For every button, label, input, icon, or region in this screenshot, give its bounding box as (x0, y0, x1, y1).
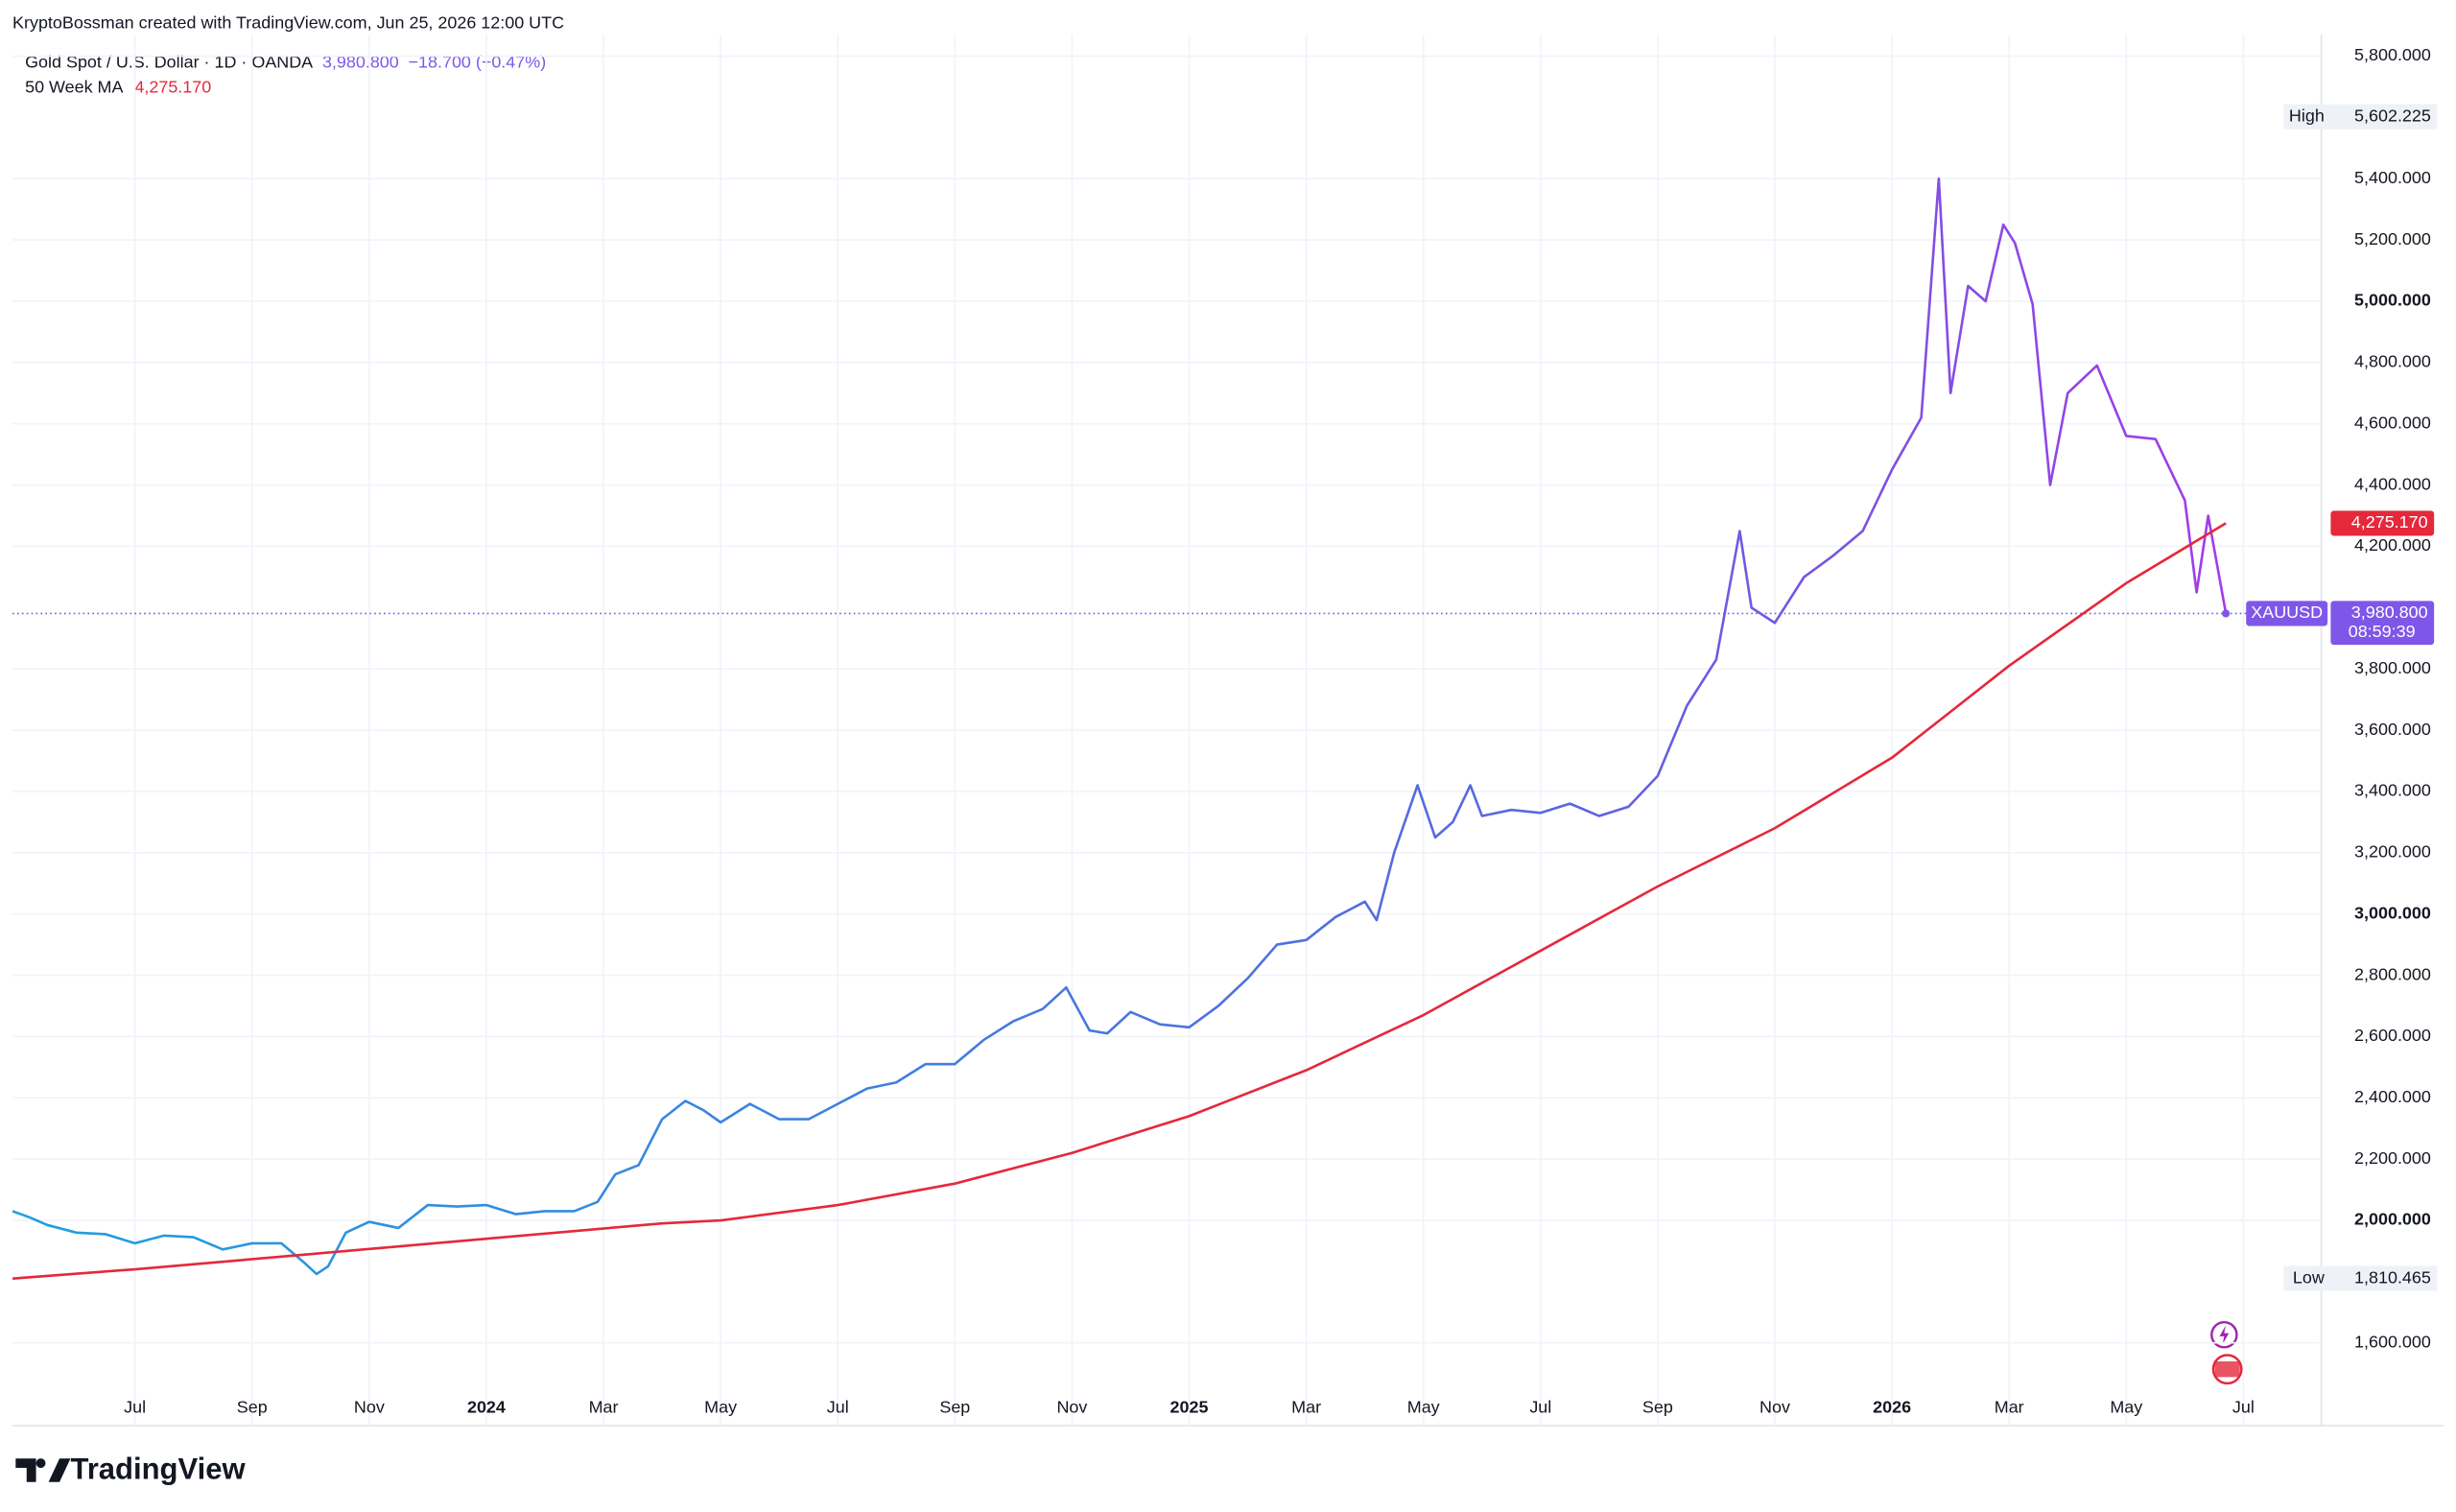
x-tick-label: Jul (827, 1398, 849, 1417)
grid (12, 35, 2322, 1426)
legend-ma: 50 Week MA (25, 77, 123, 96)
y-tick-label: 4,800.000 (2354, 352, 2431, 371)
x-tick-label: Nov (1056, 1398, 1087, 1417)
legend-ma-price: 4,275.170 (134, 77, 211, 96)
countdown-text: 08:59:39 (2349, 622, 2416, 641)
y-tick-label: 5,200.000 (2354, 229, 2431, 248)
y-tick-label: 3,400.000 (2354, 781, 2431, 800)
y-tick-label: 2,000.000 (2354, 1210, 2431, 1229)
logo-mark (15, 1458, 71, 1482)
y-tick-label: 3,200.000 (2354, 842, 2431, 862)
x-tick-label: Sep (237, 1398, 268, 1417)
symbol-tag-text: XAUUSD (2251, 602, 2323, 622)
x-tick-label: May (2110, 1398, 2142, 1417)
last-point (2222, 609, 2231, 618)
y-tick-label: 3,600.000 (2354, 720, 2431, 739)
x-tick-label: Nov (1759, 1398, 1790, 1417)
x-tick-label: Sep (1642, 1398, 1673, 1417)
y-tick-label: 2,400.000 (2354, 1087, 2431, 1106)
x-tick-label: Mar (589, 1398, 619, 1417)
extreme-value: 1,810.465 (2354, 1267, 2431, 1287)
y-tick-label: 5,000.000 (2354, 291, 2431, 310)
y-tick-label: 2,800.000 (2354, 964, 2431, 983)
extreme-tag (2283, 104, 2438, 130)
extreme-name: Low (2293, 1267, 2325, 1287)
extreme-tag (2283, 1265, 2438, 1291)
logo: TradingView (15, 1452, 246, 1485)
chart-title: KryptoBossman created with TradingView.c… (12, 12, 564, 32)
x-tick-label: Jul (124, 1398, 146, 1417)
x-tick-label: Nov (354, 1398, 385, 1417)
x-tick-label: 2024 (467, 1398, 506, 1417)
x-tick-label: Mar (1995, 1398, 2024, 1417)
event-icon-flag (2214, 1361, 2240, 1378)
y-tick-label: 2,200.000 (2354, 1148, 2431, 1168)
x-tick-label: Jul (1529, 1398, 1551, 1417)
y-tick-label: 4,400.000 (2354, 474, 2431, 493)
legend-symbol: Gold Spot / U.S. Dollar · 1D · OANDA (25, 52, 313, 71)
y-tick-label: 4,200.000 (2354, 535, 2431, 555)
y-tick-label: 1,600.000 (2354, 1332, 2431, 1351)
x-tick-label: Mar (1291, 1398, 1321, 1417)
x-tick-label: Jul (2232, 1398, 2255, 1417)
ma-line (12, 522, 2227, 1280)
y-tick-label: 5,800.000 (2354, 45, 2431, 64)
legend-price: 3,980.800 (322, 52, 399, 71)
ma-tag-text: 4,275.170 (2351, 512, 2428, 532)
y-tick-label: 2,600.000 (2354, 1026, 2431, 1045)
extreme-value: 5,602.225 (2354, 106, 2431, 125)
y-tick-label: 5,400.000 (2354, 168, 2431, 187)
legend-change: −18.700 (−0.47%) (409, 52, 547, 71)
x-tick-label: May (1407, 1398, 1440, 1417)
y-tick-label: 4,600.000 (2354, 413, 2431, 432)
ma-tag (2330, 510, 2435, 536)
x-tick-label: 2026 (1873, 1398, 1911, 1417)
x-tick-label: 2025 (1170, 1398, 1209, 1417)
x-tick-label: Sep (939, 1398, 970, 1417)
event-icon-glyph (2219, 1325, 2230, 1345)
price-tag (2330, 601, 2435, 646)
price-tag-text: 3,980.800 (2351, 602, 2428, 622)
x-tick-label: May (704, 1398, 737, 1417)
logo-text: TradingView (70, 1452, 246, 1485)
y-tick-label: 3,000.000 (2354, 903, 2431, 922)
extreme-name: High (2289, 106, 2325, 125)
y-tick-label: 3,800.000 (2354, 658, 2431, 677)
price-line (12, 177, 2228, 1276)
symbol-tag (2246, 601, 2328, 626)
